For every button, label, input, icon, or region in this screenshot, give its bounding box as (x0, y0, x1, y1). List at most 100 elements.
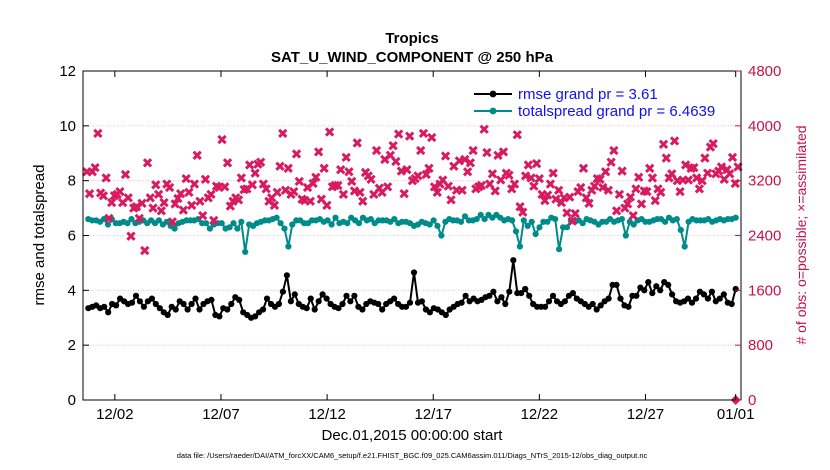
obs-marker (636, 199, 647, 209)
obs-marker-stroke (93, 128, 103, 139)
series-layer (85, 211, 739, 321)
obs-marker-stroke (421, 169, 431, 180)
obs-marker-stroke (220, 182, 230, 192)
obs-marker-stroke (691, 173, 702, 183)
obs-marker-stroke (600, 167, 611, 177)
obs-marker (153, 189, 164, 200)
obs-marker (145, 193, 155, 203)
obs-marker-stroke (352, 138, 362, 148)
obs-marker-stroke (581, 193, 591, 203)
series-point (279, 288, 286, 295)
obs-marker-stroke (700, 153, 710, 163)
obs-marker (104, 213, 114, 224)
obs-marker-stroke (509, 179, 520, 189)
obs-marker (667, 169, 677, 179)
obs-marker-stroke (689, 162, 699, 173)
x-tick-label: 12/12 (308, 406, 346, 423)
series-point (649, 290, 656, 297)
series-point (481, 216, 488, 223)
obs-marker-stroke (101, 173, 111, 183)
series-point (720, 291, 727, 298)
obs-marker (289, 186, 299, 197)
obs-marker-stroke (548, 168, 558, 178)
obs-marker-stroke (244, 160, 255, 170)
obs-marker-stroke (429, 182, 440, 192)
series-point (155, 217, 162, 224)
obs-marker (319, 163, 329, 173)
obs-marker-stroke (164, 182, 175, 193)
obs-marker-stroke (576, 182, 586, 193)
series-point (490, 288, 497, 295)
obs-marker-stroke (565, 192, 575, 202)
obs-marker-stroke (628, 210, 638, 221)
series-point (430, 217, 437, 224)
obs-marker-stroke (667, 169, 677, 179)
series-point (732, 214, 739, 221)
obs-marker-stroke (405, 131, 415, 141)
series-point (461, 213, 469, 220)
series-point (275, 300, 282, 308)
obs-marker-stroke (371, 145, 382, 156)
obs-marker (440, 151, 451, 161)
obs-marker (611, 206, 622, 216)
series-point (224, 306, 231, 313)
obs-marker (716, 162, 727, 172)
obs-marker (595, 174, 605, 184)
series-point (688, 299, 696, 306)
obs-marker (429, 182, 440, 192)
obs-marker (708, 138, 718, 149)
series-point (101, 303, 108, 310)
obs-marker-stroke (140, 245, 150, 256)
obs-marker-stroke (347, 176, 357, 187)
series-point (410, 269, 418, 276)
series-point (633, 292, 640, 299)
obs-marker (526, 173, 536, 183)
obs-marker-stroke (512, 130, 522, 140)
obs-marker-stroke (189, 179, 200, 189)
series-point (234, 225, 241, 232)
obs-marker (178, 205, 189, 215)
obs-marker-stroke (324, 127, 335, 137)
obs-marker (515, 202, 525, 212)
series-point (728, 300, 735, 308)
obs-marker (565, 192, 575, 202)
obs-marker (496, 175, 506, 185)
chart-subtitle: SAT_U_WIND_COMPONENT @ 250 hPa (271, 49, 554, 66)
obs-marker (600, 167, 611, 177)
obs-marker-stroke (460, 154, 470, 165)
obs-marker-stroke (236, 173, 247, 183)
legend-spread-label: totalspread grand pr = 6.4639 (518, 103, 715, 120)
obs-marker-stroke (391, 156, 401, 167)
obs-marker (548, 168, 558, 178)
series-point (208, 296, 215, 303)
obs-marker-stroke (366, 174, 376, 184)
obs-marker (344, 167, 354, 177)
obs-marker-stroke (272, 187, 282, 197)
obs-marker (482, 147, 492, 158)
obs-marker (137, 198, 147, 208)
series-point (184, 306, 191, 313)
series-point (406, 299, 414, 306)
series-point (351, 292, 358, 299)
obs-marker-stroke (703, 168, 713, 178)
series-point (344, 220, 351, 227)
obs-marker (598, 182, 608, 193)
obs-marker (164, 182, 175, 193)
series-point (477, 211, 484, 218)
obs-marker (405, 131, 415, 141)
obs-marker-stroke (457, 185, 467, 195)
y-tick-label: 8 (68, 173, 76, 190)
obs-marker (416, 145, 426, 156)
obs-marker (195, 196, 205, 206)
obs-marker-stroke (217, 134, 227, 145)
obs-marker-stroke (661, 153, 671, 163)
series-point (458, 299, 465, 306)
obs-marker-stroke (432, 187, 442, 197)
obs-marker-stroke (504, 170, 514, 180)
series-point (171, 225, 178, 232)
obs-marker-stroke (382, 182, 393, 192)
obs-marker-stroke (496, 175, 506, 185)
obs-marker (123, 193, 133, 203)
obs-marker-stroke (126, 231, 136, 241)
obs-marker-stroke (137, 198, 147, 208)
